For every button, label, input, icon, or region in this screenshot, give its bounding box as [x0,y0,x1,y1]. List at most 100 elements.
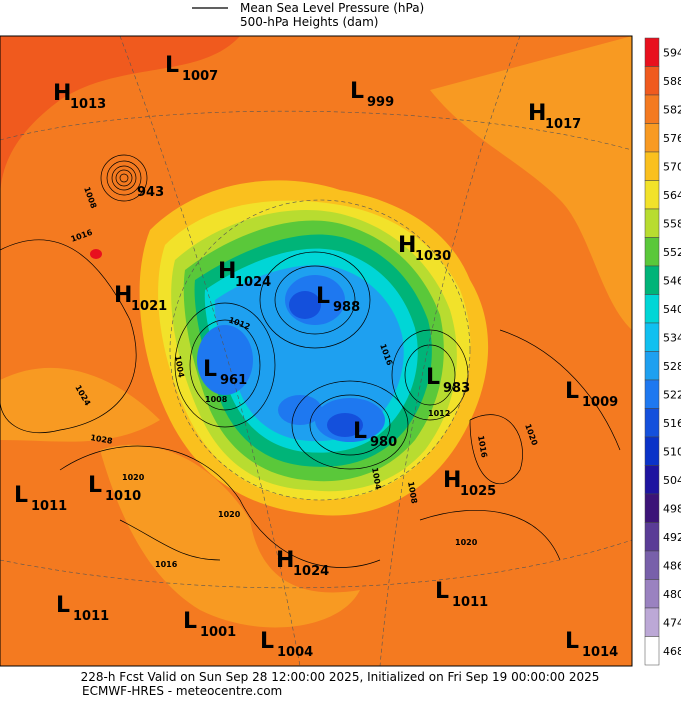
footer-source: ECMWF-HRES - meteocentre.com [82,684,282,698]
center-pressure: 1013 [70,97,106,112]
colorbar-label: 534 [663,331,681,344]
isobar-label: 1004 [173,355,186,379]
center-letter: L [88,473,102,498]
colorbar-swatch [644,550,660,580]
colorbar-label: 576 [663,132,681,145]
center-letter: L [426,365,440,390]
colorbar-label: 552 [663,246,681,259]
center-pressure: 1009 [582,395,618,410]
colorbar-label: 486 [663,559,681,572]
center-pressure: 999 [367,95,394,110]
center-pressure: 1024 [235,275,271,290]
colorbar-label: 582 [663,103,681,116]
isobar-label: 1016 [476,435,489,459]
center-letter: L [565,629,579,654]
center-pressure: 1030 [415,249,451,264]
pressure-center: L 1011 [56,593,109,624]
footer-valid-time: 228-h Fcst Valid on Sun Sep 28 12:00:00 … [81,670,600,684]
colorbar-swatch [644,294,660,324]
isobar-label: 1028 [90,433,114,446]
pressure-center: L 1011 [14,483,67,514]
center-letter: L [565,379,579,404]
colorbar-label: 492 [663,531,681,544]
center-pressure: 1011 [73,609,109,624]
pressure-center: L 980 [353,419,397,450]
colorbar-swatch [644,151,660,181]
pressure-center: L 1010 [88,473,141,504]
colorbar-swatch [644,522,660,552]
map-frame [0,35,633,667]
colorbar-label: 474 [663,616,681,629]
center-letter: L [183,609,197,634]
center-pressure: 1010 [105,489,141,504]
colorbar-label: 594 [663,46,681,59]
center-pressure: 1011 [452,595,488,610]
center-pressure: 1007 [182,69,218,84]
center-letter: L [14,483,28,508]
center-pressure: 1014 [582,645,618,660]
hurricane-pressure: 943 [137,185,164,200]
colorbar-label: 516 [663,417,681,430]
colorbar-swatch [644,379,660,409]
center-letter: H [218,259,236,284]
colorbar-swatch [644,123,660,153]
colorbar-swatch [644,351,660,381]
isobar-label: 1012 [428,409,450,418]
center-letter: H [114,283,132,308]
colorbar-label: 504 [663,474,681,487]
pressure-center: L 1009 [565,379,618,410]
center-pressure: 983 [443,381,470,396]
colorbar-label: 480 [663,588,681,601]
center-pressure: 1017 [545,117,581,132]
center-pressure: 1025 [460,484,496,499]
center-pressure: 988 [333,300,360,315]
legend-heights: 500-hPa Heights (dam) [240,15,378,29]
colorbar-swatch [644,66,660,96]
center-letter: L [353,419,367,444]
colorbar-label: 510 [663,445,681,458]
legend-mslp: Mean Sea Level Pressure (hPa) [240,1,424,15]
center-pressure: 961 [220,373,247,388]
colorbar-label: 540 [663,303,681,316]
pressure-center: L 1014 [565,629,618,660]
isobar-label: 1016 [155,560,178,569]
colorbar-swatch [644,180,660,210]
center-letter: L [350,79,364,104]
pressure-center: L 983 [426,365,470,396]
isobar-label: 1020 [218,510,241,519]
isobar-label: 1008 [406,481,419,505]
center-pressure: 1001 [200,625,236,640]
colorbar-label: 528 [663,360,681,373]
center-pressure: 980 [370,435,397,450]
colorbar-swatch [644,636,660,666]
center-letter: H [53,81,71,106]
colorbar-swatch [644,265,660,295]
pressure-center: L 988 [316,284,360,315]
center-letter: H [276,548,294,573]
isobar-label: 1020 [122,473,145,482]
colorbar-swatch [644,579,660,609]
colorbar-label: 588 [663,75,681,88]
colorbar: 594 588 582 576 570 564 558 552 546 540 534 528 522 5… [644,37,681,666]
pressure-center: L 1007 [165,53,218,84]
center-pressure: 1004 [277,645,313,660]
center-letter: L [165,53,179,78]
colorbar-swatch [644,607,660,637]
center-letter: L [203,357,217,382]
center-letter: L [435,579,449,604]
colorbar-swatch [644,208,660,238]
pressure-center: L 1004 [260,629,313,660]
pressure-center: L 999 [350,79,394,110]
pressure-center: L 961 [203,357,247,388]
colorbar-label: 498 [663,502,681,515]
center-letter: H [443,468,461,493]
colorbar-swatch [644,37,660,67]
colorbar-swatch [644,408,660,438]
isobar-label: 1020 [455,538,478,547]
center-letter: H [528,101,546,126]
